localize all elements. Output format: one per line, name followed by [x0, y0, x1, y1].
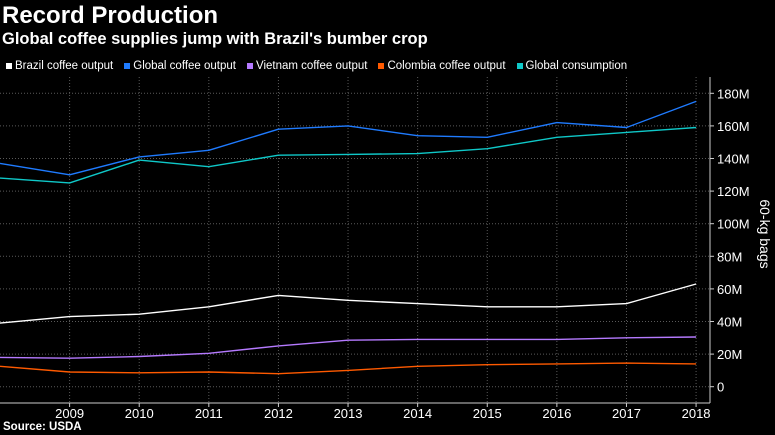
legend-label-global-output: Global coffee output [133, 60, 236, 72]
x-tick-label: 2013 [334, 406, 363, 421]
chart-title: Record Production [2, 2, 219, 29]
grid-lines [0, 77, 710, 403]
legend-item-colombia: Colombia coffee output [378, 60, 506, 72]
y-tick-label: 40M [717, 315, 742, 330]
y-tick-label: 100M [717, 217, 750, 232]
series-line-colombia-coffee-output [0, 362, 697, 375]
legend-label-colombia: Colombia coffee output [387, 60, 506, 72]
series-line-vietnam-coffee-output [0, 336, 697, 359]
y-tick-label: 20M [717, 347, 742, 362]
y-tick-label: 180M [717, 86, 750, 101]
legend-item-global-output: Global coffee output [124, 60, 236, 72]
axes [0, 77, 714, 407]
legend-swatch-vietnam [246, 63, 253, 69]
series-line-global-consumption [0, 126, 697, 184]
y-tick-label: 120M [717, 184, 750, 199]
legend-swatch-global-consumption [516, 63, 523, 69]
x-tick-label: 2014 [403, 406, 432, 421]
chart-subtitle: Global coffee supplies jump with Brazil'… [2, 30, 428, 48]
legend-item-global-consumption: Global consumption [516, 60, 628, 72]
y-tick-label: 0 [717, 380, 724, 395]
y-tick-label: 60M [717, 282, 742, 297]
series-line-brazil-coffee-output [0, 283, 697, 324]
legend-swatch-global-output [124, 63, 131, 69]
series-line-global-coffee-output [0, 100, 697, 176]
legend-label-brazil: Brazil coffee output [15, 60, 114, 72]
x-tick-label: 2015 [473, 406, 502, 421]
series-lines [0, 100, 697, 375]
legend-item-brazil: Brazil coffee output [6, 60, 113, 72]
chart-legend: Brazil coffee output Global coffee outpu… [6, 58, 627, 74]
legend-label-vietnam: Vietnam coffee output [255, 60, 368, 72]
x-tick-label: 2018 [682, 406, 711, 421]
y-tick-label: 160M [717, 119, 750, 134]
x-tick-label: 2009 [55, 406, 84, 421]
legend-label-global-consumption: Global consumption [525, 60, 628, 72]
x-tick-label: 2017 [612, 406, 641, 421]
x-tick-label: 2012 [264, 406, 293, 421]
legend-item-vietnam: Vietnam coffee output [246, 60, 368, 72]
x-tick-label: 2016 [542, 406, 571, 421]
legend-swatch-brazil [6, 63, 12, 69]
x-tick-label: 2010 [125, 406, 154, 421]
source-note: Source: USDA [3, 421, 82, 433]
y-tick-label: 140M [717, 152, 750, 167]
x-tick-label: 2011 [195, 406, 223, 421]
y-tick-label: 80M [717, 249, 742, 264]
tick-labels: 0 20M 40M 60M 80M 100M 120M 140M 160M 180M 2009 201… [55, 86, 773, 421]
y-axis-title: 60-kg bags [757, 199, 773, 268]
legend-swatch-colombia [378, 63, 385, 69]
